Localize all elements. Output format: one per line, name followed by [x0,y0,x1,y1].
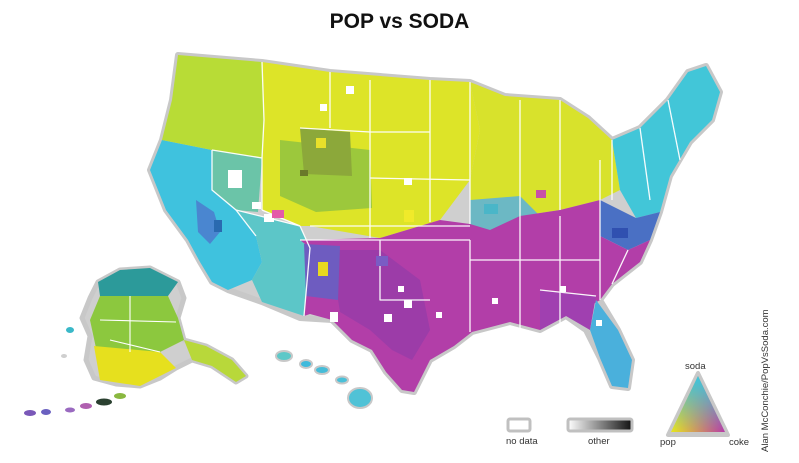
coke-label: coke [729,437,750,448]
pop-label: pop [660,437,676,448]
legend-no-data [506,417,532,433]
region-northeast-soda [612,66,720,218]
region-gulf-purple [540,290,596,330]
triangle-soda-overlay [671,376,725,432]
region-midwest-pop [470,82,620,230]
alaska-borders [99,296,177,353]
contiguous-us [147,52,723,395]
no-data-swatch [506,417,532,433]
region-wyoming-olive [300,128,352,176]
legend-triangle [666,371,730,437]
region-northwest-pop [162,55,264,158]
soda-label: soda [685,361,706,372]
region-texas-purple [330,250,430,360]
credit-text: Alan McConchie/PopVsSoda.com [760,309,771,452]
county-highlights [214,86,628,326]
aleutian-islands [24,327,126,416]
alaska [24,265,249,416]
no-data-label: no data [506,436,538,447]
hawaii [275,350,373,409]
legend-other [566,417,634,433]
other-label: other [588,436,610,447]
alaska-yellow-belt [94,346,176,386]
region-california-blue [196,200,220,244]
region-southwest-soda [236,210,310,316]
map-title: POP vs SODA [329,10,470,33]
other-gradient-swatch [566,417,634,433]
alaska-north-teal [98,268,178,296]
alaska-southeast [184,340,246,382]
